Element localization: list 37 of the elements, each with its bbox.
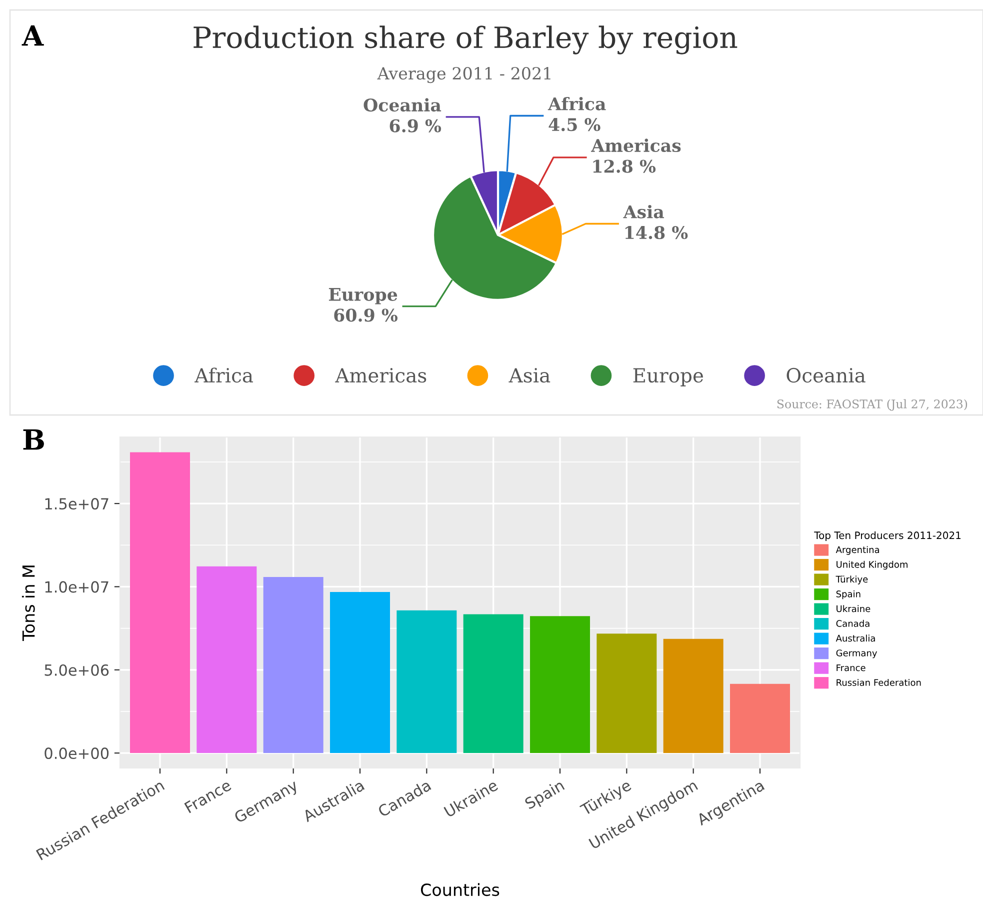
- text: B: [23, 429, 44, 450]
- legend-label: United Kingdom: [836, 560, 908, 570]
- legend-title: Top Ten Producers 2011-2021: [814, 531, 961, 542]
- legend-label: Asia: [508, 368, 550, 383]
- x-axis-title: Countries: [420, 883, 500, 896]
- legend-label: Russian Federation: [836, 678, 921, 686]
- legend-label: Americas: [335, 368, 426, 383]
- legend-label: Ukraine: [836, 605, 870, 612]
- data-label: 12.8 %: [593, 160, 656, 173]
- legend-label: France: [836, 664, 866, 672]
- legend-label: Germany: [836, 650, 878, 658]
- slice-label: Oceania: [364, 98, 442, 112]
- legend-label: Australia: [836, 634, 875, 642]
- slice-label: Europe: [328, 288, 398, 304]
- legend-label: Spain: [836, 590, 860, 600]
- data-label: 60.9 %: [334, 308, 398, 322]
- legend-label: Canada: [836, 620, 870, 627]
- slice-label: Africa: [548, 96, 606, 110]
- y-tick-label: 5.0e+06: [44, 664, 109, 676]
- y-tick-label: 1.5e+07: [45, 498, 108, 510]
- legend-label: Oceania: [786, 368, 866, 383]
- y-axis-title: Tons in M: [22, 566, 35, 642]
- data-label: 14.8 %: [625, 226, 688, 240]
- legend-label: Türkiye: [836, 576, 868, 584]
- source-note: Source: FAOSTAT (Jul 27, 2023): [777, 399, 968, 411]
- data-label: 6.9 %: [390, 119, 442, 132]
- legend-label: Africa: [194, 368, 253, 383]
- chart-title: Production share of Barley by region: [194, 26, 738, 54]
- legend-label: Argentina: [836, 546, 880, 555]
- slice-label: Americas: [591, 138, 681, 152]
- slice-label: Asia: [623, 204, 664, 218]
- legend-label: Europe: [633, 368, 704, 386]
- data-label: 4.5 %: [548, 118, 600, 132]
- chart-subtitle: Average 2011 - 2021: [377, 66, 550, 84]
- y-tick-label: 1.0e+07: [45, 581, 108, 593]
- text: A: [22, 25, 44, 46]
- y-tick-label: 0.0e+00: [44, 747, 109, 760]
